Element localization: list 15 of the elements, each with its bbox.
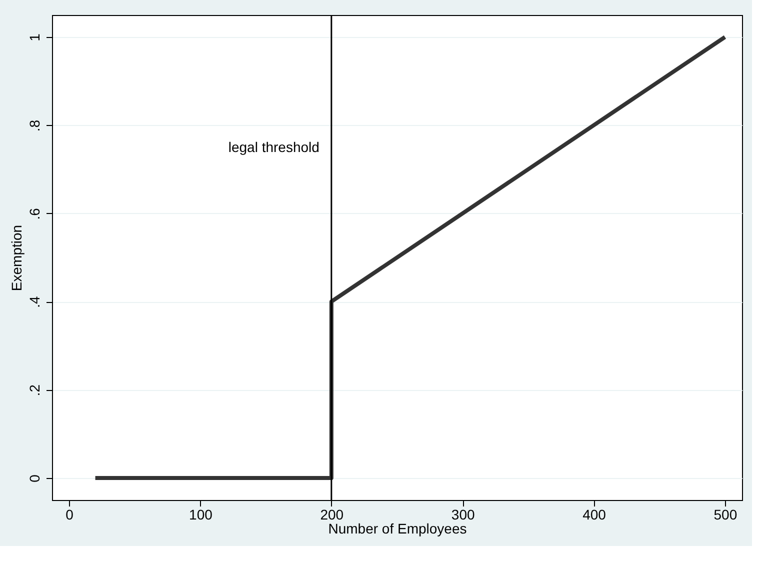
- y-tick-label: 1: [26, 33, 42, 42]
- x-tick-label: 500: [714, 506, 738, 522]
- y-tick-label: .6: [26, 208, 42, 220]
- x-tick-label: 0: [66, 506, 74, 522]
- x-tick-label: 200: [320, 506, 344, 522]
- x-tick-label: 400: [582, 506, 606, 522]
- y-tick-label: .8: [26, 120, 42, 132]
- y-axis-title: Exemption: [8, 224, 24, 292]
- ref-line-label: legal threshold: [228, 139, 320, 155]
- x-axis-title: Number of Employees: [328, 520, 467, 536]
- x-tick-label: 100: [189, 506, 213, 522]
- x-tick-label: 300: [451, 506, 475, 522]
- y-tick-label: .2: [26, 384, 42, 396]
- y-tick-label: .4: [26, 296, 42, 308]
- y-tick-label: 0: [26, 474, 42, 482]
